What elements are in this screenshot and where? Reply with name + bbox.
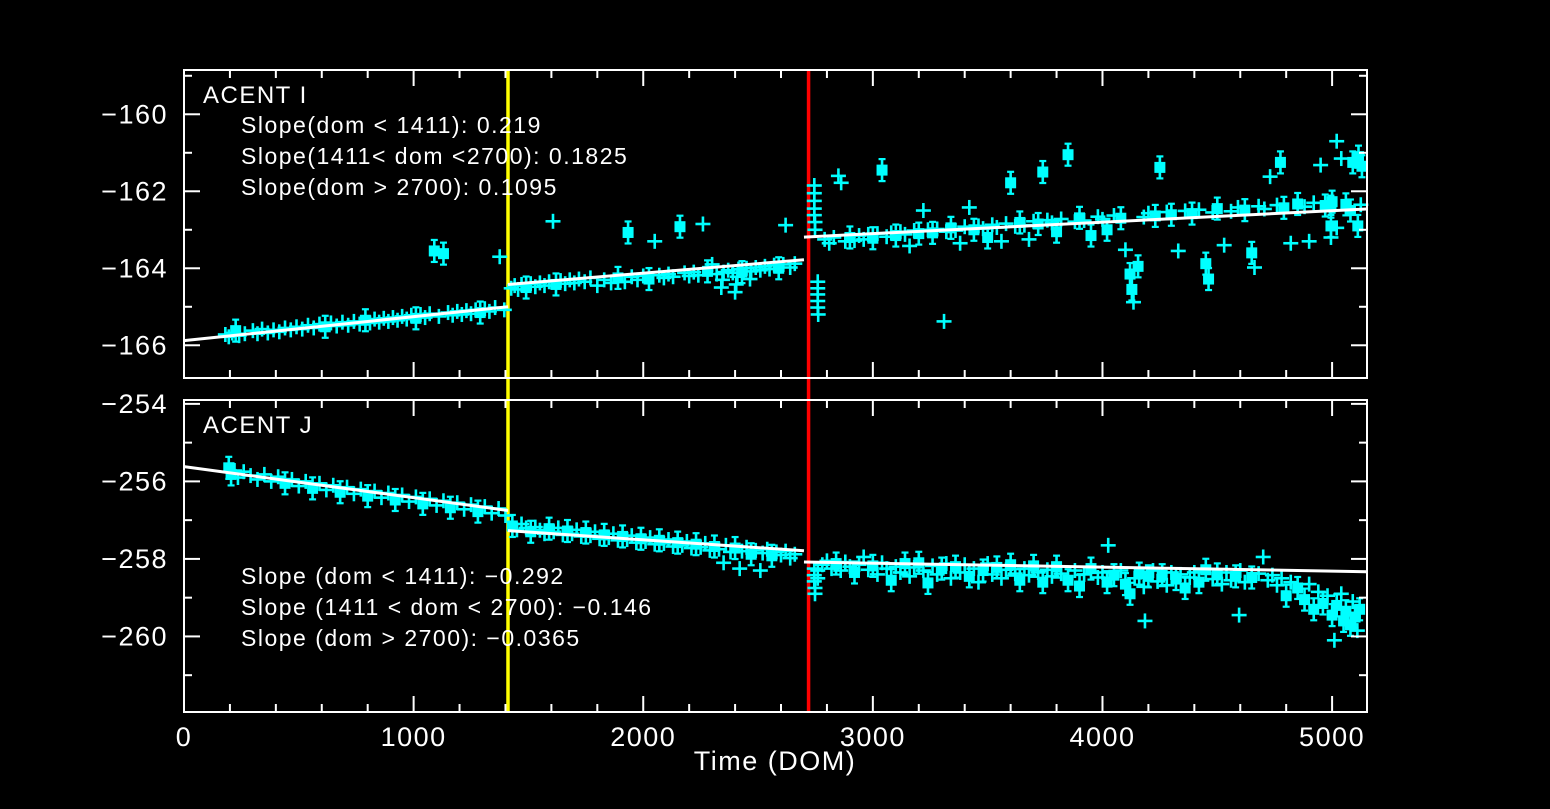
svg-text:−254: −254 — [101, 389, 168, 419]
break-vlines — [506, 71, 811, 711]
panel2-title: ACENT J — [203, 412, 314, 439]
svg-text:2000: 2000 — [610, 722, 676, 752]
panel2-slope-mid: Slope (1411 < dom < 2700): −0.146 — [241, 594, 653, 620]
panel1-title: ACENT I — [203, 82, 308, 109]
y-tick-labels-panel1: −160 −162 −164 −166 — [101, 99, 168, 360]
svg-text:−256: −256 — [101, 466, 168, 496]
panel1-slope-mid: Slope(1411< dom <2700): 0.1825 — [241, 143, 629, 169]
x-axis-title: Time (DOM) — [693, 746, 857, 776]
svg-text:−260: −260 — [101, 621, 168, 651]
svg-text:−258: −258 — [101, 544, 168, 574]
y-tick-labels-panel2: −254 −256 −258 −260 — [101, 389, 168, 652]
svg-text:1000: 1000 — [381, 722, 447, 752]
scatter-points-panel2 — [223, 455, 1366, 648]
panel1-slope-pre: Slope(dom < 1411): 0.219 — [241, 112, 542, 138]
panel2-slope-post: Slope (dom > 2700): −0.0365 — [241, 625, 581, 651]
trend-line-panel2 — [183, 465, 1367, 574]
axes-frame-panel2 — [183, 399, 1368, 713]
svg-text:−166: −166 — [101, 330, 168, 360]
svg-text:0: 0 — [176, 722, 193, 752]
axes-frame-panel1 — [183, 69, 1368, 379]
svg-text:5000: 5000 — [1299, 722, 1365, 752]
svg-text:3000: 3000 — [840, 722, 906, 752]
svg-text:−160: −160 — [101, 99, 168, 129]
trend-line-panel1 — [183, 207, 1367, 343]
panel1-slope-post: Slope(dom > 2700): 0.1095 — [241, 174, 558, 200]
svg-text:4000: 4000 — [1069, 722, 1135, 752]
svg-text:−164: −164 — [101, 253, 168, 283]
svg-text:−162: −162 — [101, 176, 168, 206]
x-tick-labels: 0 1000 2000 3000 4000 5000 — [176, 722, 1365, 752]
panel2-slope-pre: Slope (dom < 1411): −0.292 — [241, 563, 565, 589]
